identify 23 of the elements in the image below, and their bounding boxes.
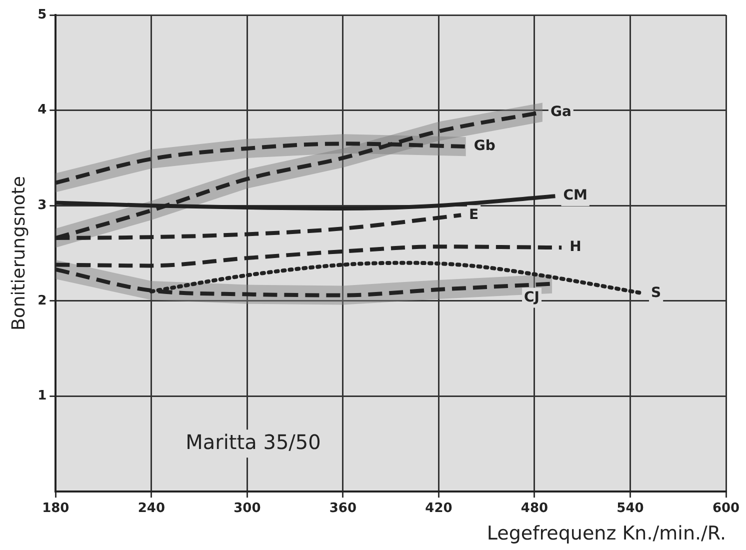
series-label: S — [651, 284, 662, 301]
series-label: CJ — [524, 289, 540, 306]
x-tick-label: 300 — [234, 500, 261, 516]
x-tick-label: 360 — [329, 500, 357, 516]
y-tick-label: 3 — [38, 198, 47, 214]
x-tick-label: 180 — [42, 500, 70, 516]
y-tick-label: 4 — [38, 102, 47, 118]
y-tick-label: 1 — [38, 388, 47, 404]
annotation: Maritta 35/50 — [186, 430, 321, 454]
y-tick-label: 2 — [38, 293, 47, 308]
x-tick-label: 420 — [425, 500, 452, 516]
series-label: H — [570, 239, 582, 256]
x-tick-label: 480 — [520, 500, 548, 516]
x-axis-title: Legefrequenz Kn./min./R. — [486, 522, 726, 545]
series-label: E — [469, 206, 479, 223]
x-tick-label: 240 — [138, 500, 165, 516]
y-axis-title: Bonitierungsnote — [8, 176, 30, 331]
series-label: CM — [563, 188, 588, 204]
x-tick-label: 600 — [712, 500, 740, 516]
series-label: Ga — [550, 104, 572, 120]
y-tick-label: 5 — [38, 7, 47, 22]
series-label: Gb — [474, 138, 496, 154]
x-tick-label: 540 — [616, 500, 644, 516]
